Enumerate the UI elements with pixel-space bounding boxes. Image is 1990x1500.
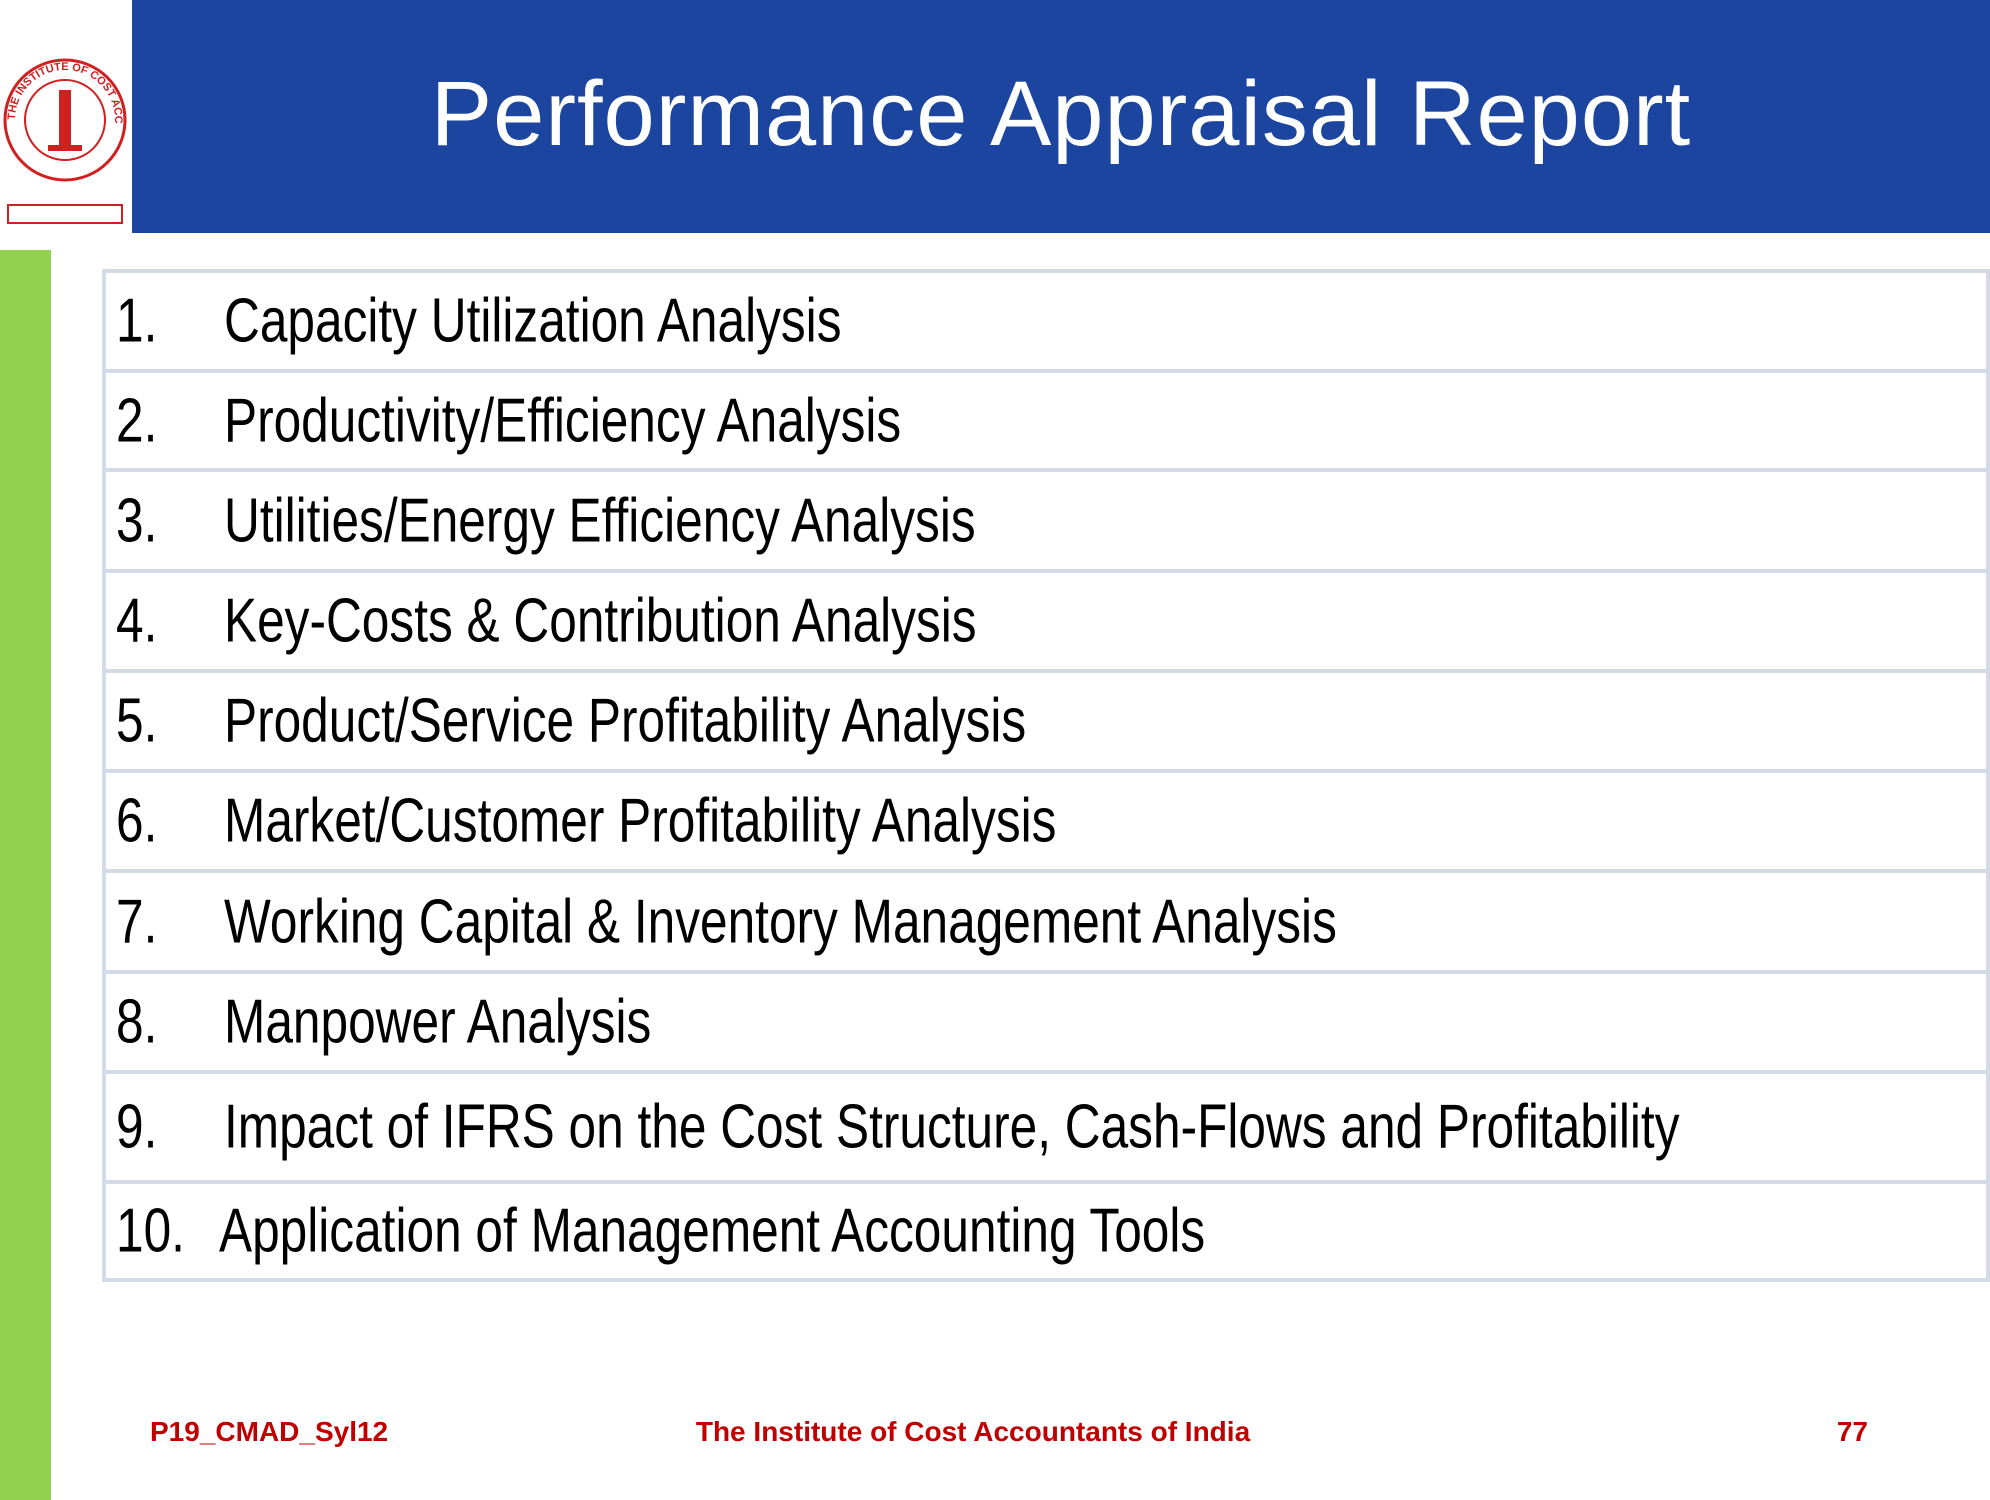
list-row: 4. Key-Costs & Contribution Analysis: [102, 569, 1990, 669]
item-number: 6.: [116, 786, 158, 856]
list-row: 6. Market/Customer Profitability Analysis: [102, 769, 1990, 869]
item-number: 5.: [116, 686, 158, 756]
item-text: Application of Management Accounting Too…: [219, 1196, 1206, 1266]
list-row: 7. Working Capital & Inventory Management…: [102, 869, 1990, 970]
item-number: 3.: [116, 486, 158, 555]
side-bar: [0, 250, 51, 1500]
title: Performance Appraisal Report: [430, 63, 1692, 165]
item-text: Key-Costs & Contribution Analysis: [224, 586, 977, 656]
item-text: Product/Service Profitability Analysis: [224, 686, 1027, 756]
item-text: Utilities/Energy Efficiency Analysis: [224, 486, 976, 555]
list-row: 8. Manpower Analysis: [102, 970, 1990, 1070]
page-number: 77: [1836, 1416, 1868, 1447]
footer-org: The Institute of Cost Accountants of Ind…: [695, 1416, 1251, 1447]
header-bar: Performance Appraisal Report: [132, 0, 1990, 233]
item-number: 1.: [116, 286, 158, 356]
footer-code: P19_CMAD_Syl12: [150, 1416, 389, 1447]
logo: THE INSTITUTE OF COST ACCOUNTANTS OF IND…: [0, 0, 127, 224]
item-text: Manpower Analysis: [224, 987, 652, 1057]
item-text: Market/Customer Profitability Analysis: [224, 786, 1057, 856]
item-number: 2.: [116, 386, 158, 455]
list-row: 9. Impact of IFRS on the Cost Structure, …: [102, 1070, 1990, 1180]
item-text: Working Capital & Inventory Management A…: [224, 887, 1337, 956]
item-number: 4.: [116, 586, 158, 656]
item-text: Productivity/Efficiency Analysis: [224, 386, 902, 455]
list-row: 2. Productivity/Efficiency Analysis: [102, 369, 1990, 468]
list-row: 1. Capacity Utilization Analysis: [102, 269, 1990, 369]
item-number: 8.: [116, 987, 158, 1057]
list-row: 10. Application of Management Accounting …: [102, 1180, 1990, 1282]
item-number: 7.: [116, 887, 158, 956]
list-row: 5. Product/Service Profitability Analysis: [102, 669, 1990, 769]
list-row: 3. Utilities/Energy Efficiency Analysis: [102, 468, 1990, 569]
item-number: 10.: [116, 1196, 185, 1266]
item-text: Impact of IFRS on the Cost Structure, Ca…: [224, 1092, 1680, 1162]
item-number: 9.: [116, 1092, 158, 1162]
item-text: Capacity Utilization Analysis: [224, 286, 842, 356]
